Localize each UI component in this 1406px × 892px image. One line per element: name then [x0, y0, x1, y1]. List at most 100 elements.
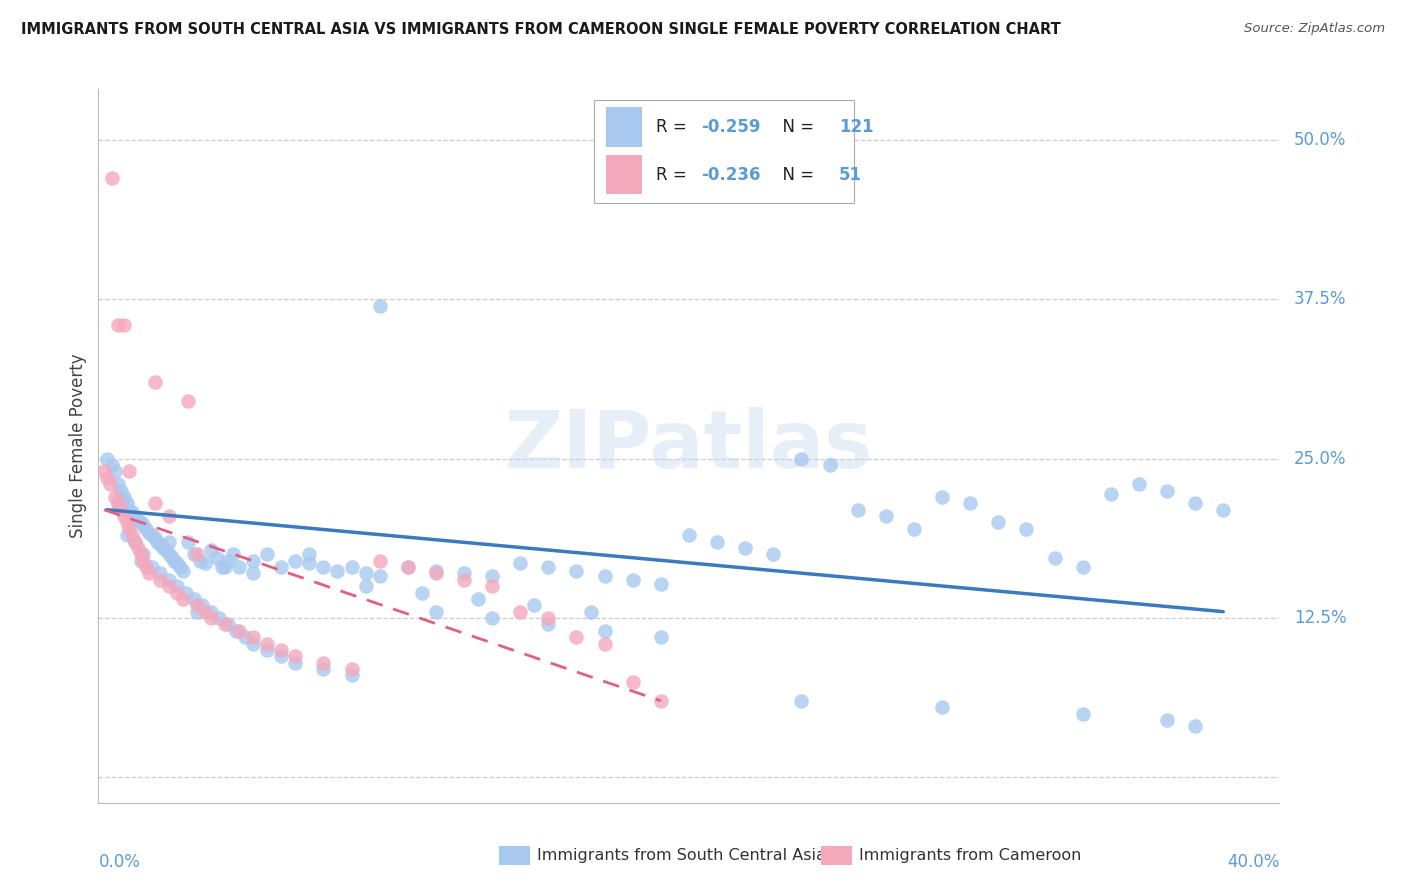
Point	[149, 566, 172, 581]
Point	[256, 636, 278, 650]
Point	[1071, 560, 1094, 574]
Point	[425, 564, 447, 578]
Point	[312, 662, 335, 676]
Point	[141, 528, 163, 542]
Point	[790, 694, 813, 708]
Point	[177, 534, 200, 549]
Point	[650, 630, 672, 644]
Point	[211, 560, 233, 574]
Point	[931, 700, 953, 714]
Point	[1099, 487, 1122, 501]
Text: 121: 121	[839, 118, 873, 136]
Point	[183, 591, 205, 606]
Point	[112, 318, 135, 332]
Point	[194, 556, 217, 570]
Point	[790, 451, 813, 466]
Point	[149, 537, 172, 551]
Point	[368, 299, 391, 313]
Point	[141, 560, 163, 574]
Point	[155, 543, 177, 558]
Point	[143, 531, 166, 545]
Point	[157, 534, 180, 549]
Point	[101, 458, 124, 472]
Point	[565, 630, 588, 644]
Point	[149, 573, 172, 587]
Point	[121, 528, 143, 542]
Point	[186, 605, 208, 619]
Point	[284, 554, 307, 568]
Point	[118, 465, 141, 479]
FancyBboxPatch shape	[606, 155, 641, 194]
Text: 51: 51	[839, 166, 862, 184]
Point	[191, 599, 214, 613]
Point	[425, 605, 447, 619]
Text: 12.5%: 12.5%	[1294, 609, 1347, 627]
FancyBboxPatch shape	[595, 100, 855, 203]
Point	[875, 509, 897, 524]
Point	[621, 573, 644, 587]
Point	[453, 573, 475, 587]
Text: N =: N =	[772, 118, 818, 136]
Point	[481, 611, 503, 625]
Point	[537, 617, 560, 632]
Point	[208, 611, 231, 625]
Point	[174, 585, 197, 599]
Point	[523, 599, 546, 613]
Point	[115, 528, 138, 542]
Point	[166, 585, 188, 599]
Point	[107, 496, 129, 510]
Point	[214, 617, 236, 632]
Point	[107, 318, 129, 332]
Text: Immigrants from Cameroon: Immigrants from Cameroon	[859, 848, 1081, 863]
Point	[124, 509, 146, 524]
Point	[256, 643, 278, 657]
Point	[228, 624, 250, 638]
Point	[621, 674, 644, 689]
Point	[242, 630, 264, 644]
Point	[1071, 706, 1094, 721]
Point	[157, 547, 180, 561]
Point	[115, 516, 138, 530]
Point	[138, 525, 160, 540]
Point	[127, 541, 149, 555]
Point	[579, 605, 602, 619]
Point	[127, 513, 149, 527]
Point	[228, 560, 250, 574]
Text: -0.236: -0.236	[700, 166, 761, 184]
Point	[1156, 713, 1178, 727]
Point	[818, 458, 841, 472]
Point	[593, 624, 616, 638]
Point	[118, 522, 141, 536]
Point	[222, 547, 245, 561]
Point	[987, 516, 1010, 530]
Point	[200, 611, 222, 625]
Point	[298, 556, 321, 570]
Point	[138, 566, 160, 581]
Point	[256, 547, 278, 561]
Point	[537, 611, 560, 625]
Point	[284, 649, 307, 664]
Point	[217, 617, 239, 632]
Point	[734, 541, 756, 555]
Point	[188, 554, 211, 568]
Text: 40.0%: 40.0%	[1227, 853, 1279, 871]
Point	[217, 554, 239, 568]
Point	[593, 636, 616, 650]
Text: Source: ZipAtlas.com: Source: ZipAtlas.com	[1244, 22, 1385, 36]
Y-axis label: Single Female Poverty: Single Female Poverty	[69, 354, 87, 538]
Point	[312, 560, 335, 574]
Point	[129, 547, 152, 561]
Point	[340, 662, 363, 676]
Point	[396, 560, 419, 574]
Point	[194, 605, 217, 619]
Point	[509, 605, 531, 619]
Point	[650, 694, 672, 708]
Point	[225, 624, 247, 638]
Point	[284, 656, 307, 670]
Point	[678, 528, 700, 542]
Point	[706, 534, 728, 549]
Point	[1184, 496, 1206, 510]
Point	[354, 566, 377, 581]
Text: N =: N =	[772, 166, 818, 184]
Point	[453, 566, 475, 581]
